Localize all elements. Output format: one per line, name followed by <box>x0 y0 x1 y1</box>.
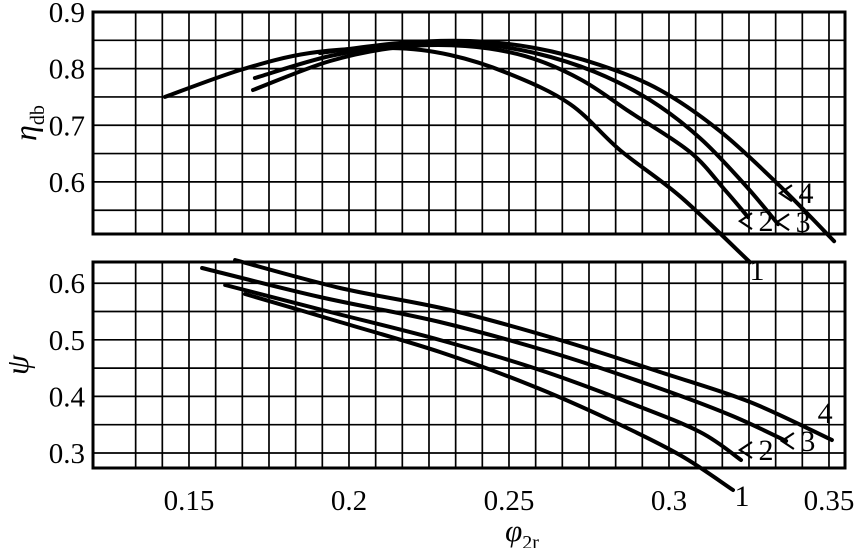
x-tick-label: 0.35 <box>804 485 855 517</box>
top-y-axis-title: ηdb <box>7 105 49 141</box>
bottom-y-tick-label: 0.6 <box>49 268 85 300</box>
top-y-tick-label: 0.6 <box>49 167 85 199</box>
bottom-curve-label-2: 2 <box>758 434 773 467</box>
top-y-tick-label: 0.7 <box>49 110 85 142</box>
bottom-curve-label-4: 4 <box>818 397 833 430</box>
x-axis-ticks: 0.15 0.2 0.25 0.3 0.35 <box>164 485 855 517</box>
top-curve-label-2: 2 <box>758 205 773 238</box>
top-plot-border <box>91 10 847 236</box>
bottom-plot: 0.6 0.5 0.4 0.3 12 34 ψ <box>0 258 847 513</box>
top-label-leader-arrow-3 <box>775 213 790 232</box>
bottom-y-axis-title: ψ <box>0 354 35 375</box>
bottom-plot-border <box>91 260 847 470</box>
x-tick-label: 0.15 <box>164 485 215 517</box>
bottom-curve-label-3: 3 <box>800 425 815 458</box>
bottom-label-leader-arrow-2 <box>737 441 753 459</box>
bottom-label-leader-arrow-3 <box>779 432 795 450</box>
bottom-y-tick-label: 0.4 <box>49 381 86 413</box>
top-y-tick-label: 0.8 <box>49 54 85 86</box>
bottom-curve-3 <box>200 266 789 443</box>
bottom-y-tick-label: 0.5 <box>49 325 85 357</box>
bottom-grid <box>93 262 845 468</box>
bottom-curve-label-1: 1 <box>734 480 749 513</box>
top-curve-2 <box>251 43 750 220</box>
bottom-y-tick-label: 0.3 <box>49 438 85 470</box>
top-label-leader-arrow-4 <box>777 184 793 203</box>
top-curve-1 <box>163 45 752 265</box>
bottom-curve-2 <box>223 283 743 462</box>
top-curve-label-1: 1 <box>750 254 765 287</box>
top-curve-label-4: 4 <box>798 177 813 210</box>
x-axis-title: φ2r <box>505 513 539 548</box>
bottom-curve-4 <box>233 258 834 442</box>
top-curve-3 <box>252 41 781 227</box>
x-tick-label: 0.3 <box>651 485 687 517</box>
top-y-tick-label: 0.9 <box>49 0 85 29</box>
top-plot: 0.9 0.8 0.7 0.6 1 2 34 ηdb <box>7 0 847 287</box>
x-tick-label: 0.25 <box>484 485 535 517</box>
bottom-curve-1 <box>243 292 735 492</box>
top-label-leader-arrow-2 <box>737 212 753 231</box>
x-tick-label: 0.2 <box>331 485 367 517</box>
top-curve-4 <box>317 38 837 244</box>
top-curve-label-3: 3 <box>796 206 811 239</box>
